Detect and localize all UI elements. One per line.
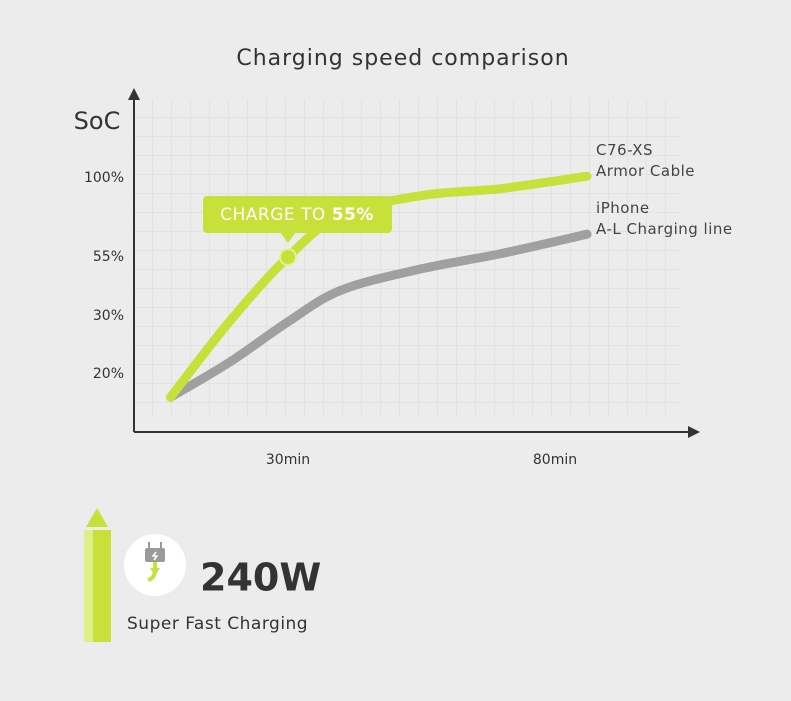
x-tick-label: 80min xyxy=(533,452,577,468)
battery-shine xyxy=(84,530,93,642)
y-arrow xyxy=(128,88,140,100)
y-tick-label: 100% xyxy=(84,170,124,186)
y-tick-label: 20% xyxy=(93,366,124,382)
callout-pointer xyxy=(280,232,296,243)
x-arrow xyxy=(688,426,700,438)
power-badge: 240W Super Fast Charging xyxy=(84,508,321,642)
series-line xyxy=(166,229,592,402)
plug-bolt xyxy=(151,551,159,561)
tagline: Super Fast Charging xyxy=(127,614,308,634)
plug-pins xyxy=(148,542,162,548)
power-value: 240W xyxy=(200,556,321,600)
highlight-point xyxy=(279,248,297,266)
battery-tip xyxy=(86,508,108,527)
callout-value: 55% xyxy=(332,205,374,225)
y-axis-label: SoC xyxy=(74,107,121,135)
chart-title: Charging speed comparison xyxy=(236,46,569,71)
y-tick-label: 30% xyxy=(93,308,124,324)
callout-box xyxy=(203,196,392,233)
x-tick-label: 30min xyxy=(266,452,310,468)
callout-text: CHARGE TO 55% xyxy=(220,205,374,225)
axes xyxy=(133,94,695,433)
legend-label: C76-XS Armor Cable xyxy=(596,141,696,181)
legend-label: iPhone A-L Charging line xyxy=(596,199,733,239)
callout-label: CHARGE TO xyxy=(220,205,332,225)
plug-icon xyxy=(145,548,165,562)
plug-head xyxy=(150,568,160,576)
y-tick-label: 55% xyxy=(93,249,124,265)
